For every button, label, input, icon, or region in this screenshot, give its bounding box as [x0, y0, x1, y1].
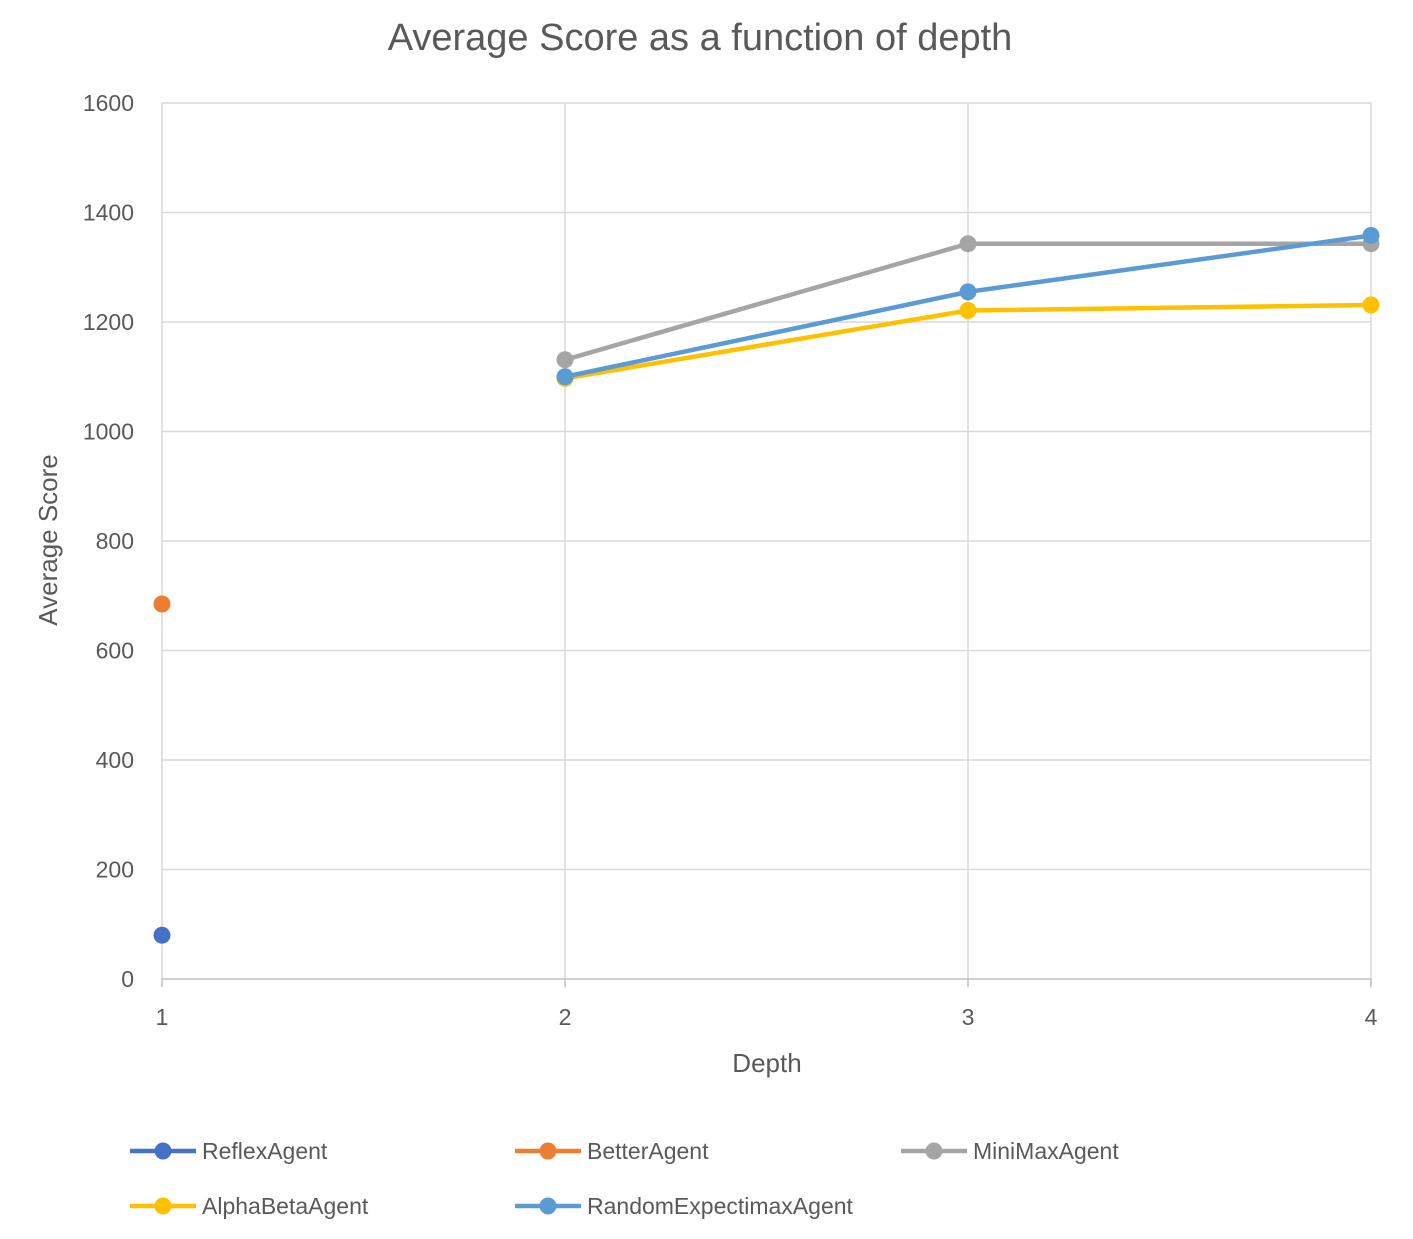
legend: ReflexAgent BetterAgent MiniMaxAgent AlphaB… — [130, 1138, 1119, 1219]
data-point — [1362, 226, 1380, 244]
legend-item: MiniMaxAgent — [901, 1138, 1119, 1164]
data-point — [959, 302, 977, 320]
data-point — [1362, 296, 1380, 314]
y-tick-label: 1000 — [83, 419, 134, 445]
y-tick-label: 1600 — [83, 90, 134, 116]
legend-marker — [154, 1197, 172, 1215]
data-point — [153, 926, 171, 944]
legend-label: AlphaBetaAgent — [202, 1193, 369, 1219]
y-tick-label: 800 — [96, 528, 134, 554]
data-point — [959, 235, 977, 253]
legend-marker — [539, 1142, 557, 1160]
legend-label: ReflexAgent — [202, 1138, 328, 1164]
legend-label: BetterAgent — [587, 1138, 709, 1164]
y-tick-label: 400 — [96, 747, 134, 773]
data-point — [153, 595, 171, 613]
axes: 0 200 400 600 800 1000 1200 1400 1600 1 2 3 4 — [83, 90, 1378, 1030]
y-tick-label: 600 — [96, 638, 134, 664]
x-axis-title: Depth — [732, 1048, 801, 1078]
y-tick-label: 0 — [121, 966, 134, 992]
y-tick-label: 1200 — [83, 309, 134, 335]
x-tick-label: 4 — [1365, 1004, 1378, 1030]
series-RandomExpectimaxAgent — [556, 226, 1380, 386]
legend-item: AlphaBetaAgent — [130, 1193, 369, 1219]
legend-item: ReflexAgent — [130, 1138, 328, 1164]
chart-title: Average Score as a function of depth — [388, 17, 1013, 59]
legend-label: RandomExpectimaxAgent — [587, 1193, 854, 1219]
x-tick-label: 3 — [962, 1004, 975, 1030]
y-axis-title: Average Score — [33, 454, 63, 626]
y-tick-label: 200 — [96, 857, 134, 883]
legend-marker — [154, 1142, 172, 1160]
data-point — [556, 351, 574, 369]
x-tick-label: 1 — [156, 1004, 169, 1030]
legend-item: RandomExpectimaxAgent — [515, 1193, 854, 1219]
legend-label: MiniMaxAgent — [973, 1138, 1119, 1164]
legend-item: BetterAgent — [515, 1138, 709, 1164]
data-point — [959, 283, 977, 301]
x-tick-label: 2 — [559, 1004, 572, 1030]
grid — [161, 102, 1372, 979]
y-tick-label: 1400 — [83, 200, 134, 226]
data-point — [556, 368, 574, 386]
series-group — [153, 226, 1380, 944]
series-BetterAgent — [153, 595, 171, 613]
series-ReflexAgent — [153, 926, 171, 944]
legend-marker — [925, 1142, 943, 1160]
legend-marker — [539, 1197, 557, 1215]
